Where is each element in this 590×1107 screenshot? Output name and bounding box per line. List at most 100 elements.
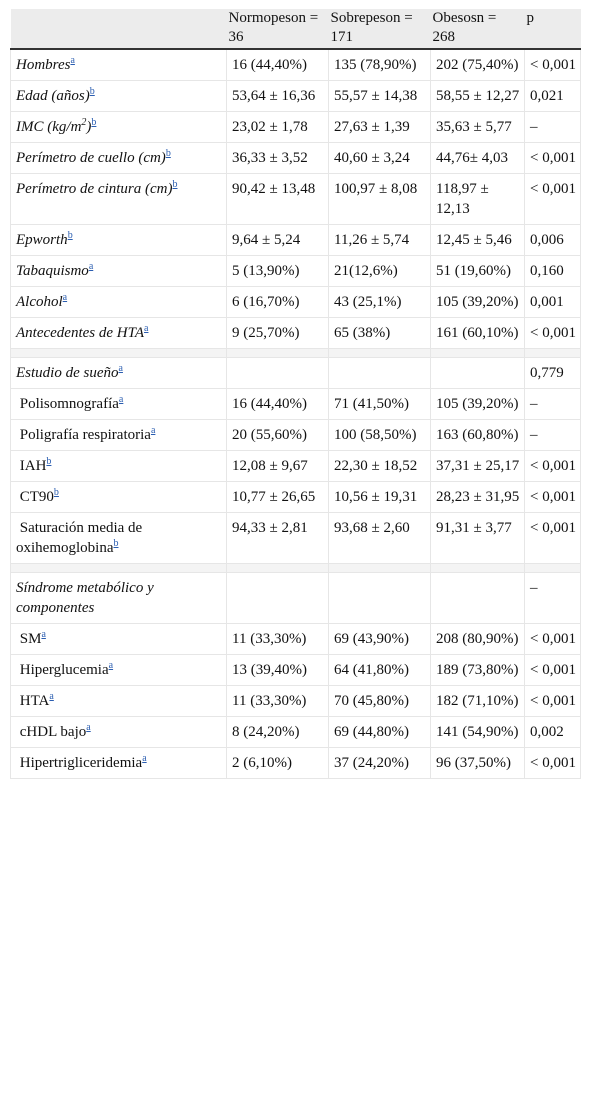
footnote-link[interactable]: b (172, 179, 178, 190)
footnote-link[interactable]: a (88, 261, 94, 272)
footnote-ref: a (89, 261, 93, 272)
footnote-link[interactable]: b (165, 148, 171, 159)
label-text: Edad (años) (16, 88, 90, 104)
table-row: Polisomnografíaa 16 (44,40%) 71 (41,50%) 10… (10, 388, 581, 420)
table-row: Antecedentes de HTAa 9 (25,70%) 65 (38%) 16… (10, 317, 581, 349)
value-cell: 36,33 ± 3,52 (226, 142, 329, 174)
value-cell: 105 (39,20%) (430, 388, 525, 420)
label-text: Tabaquismo (16, 263, 89, 279)
row-label: IMC (kg/m2)b (10, 111, 227, 143)
footnote-link[interactable]: b (53, 487, 59, 498)
table-row: Estudio de sueñoa 0,779 (10, 357, 581, 389)
footnote-link[interactable]: a (62, 292, 68, 303)
p-value: < 0,001 (524, 142, 581, 174)
empty-cell (328, 357, 431, 389)
label-text: Hombres (16, 57, 71, 73)
spacer-cell (524, 348, 581, 358)
table-row: IAHb 12,08 ± 9,67 22,30 ± 18,52 37,31 ± 25,… (10, 450, 581, 482)
row-label: Perímetro de cuello (cm)b (10, 142, 227, 174)
p-value: – (524, 572, 581, 624)
table-row: cHDL bajoa 8 (24,20%) 69 (44,80%) 141 (54,9… (10, 716, 581, 748)
row-label: Epworthb (10, 224, 227, 256)
footnote-link[interactable]: a (49, 691, 54, 702)
value-cell: 189 (73,80%) (430, 654, 525, 686)
spacer-cell (10, 563, 227, 573)
footnote-link[interactable]: a (142, 753, 147, 764)
footnote-link[interactable]: b (46, 456, 52, 467)
p-value: 0,002 (524, 716, 581, 748)
footnote-link[interactable]: a (118, 363, 123, 374)
row-label: Síndrome metabólico y componentes (10, 572, 227, 624)
footnote-ref: b (90, 86, 95, 97)
footnote-ref: a (41, 629, 45, 640)
label-text: Saturación media de oxihemoglobina (16, 520, 143, 556)
label-exponent: 2 (81, 117, 87, 128)
table-row: Poligrafía respiratoriaa 20 (55,60%) 100 (… (10, 419, 581, 451)
value-cell: 35,63 ± 5,77 (430, 111, 525, 143)
p-value: – (524, 419, 581, 451)
table-row: Perímetro de cuello (cm)b 36,33 ± 3,52 40,… (10, 142, 581, 174)
value-cell: 11,26 ± 5,74 (328, 224, 431, 256)
footnote-ref: a (144, 323, 148, 334)
value-cell: 28,23 ± 31,95 (430, 481, 525, 513)
value-cell: 94,33 ± 2,81 (226, 512, 329, 564)
row-label: Perímetro de cintura (cm)b (10, 173, 227, 225)
p-value: 0,779 (524, 357, 581, 389)
value-cell: 16 (44,40%) (226, 388, 329, 420)
table-row: Hombresa 16 (44,40%) 135 (78,90%) 202 (75,4… (10, 48, 581, 81)
label-text: cHDL bajo (19, 724, 87, 740)
footnote-link[interactable]: b (91, 117, 97, 128)
footnote-link[interactable]: b (113, 538, 119, 549)
label-text: Estudio de sueño (16, 365, 119, 381)
table-header: Normopeson = 36 Sobrepeson = 171 Obesosn… (10, 9, 581, 50)
row-label: Polisomnografíaa (10, 388, 227, 420)
footnote-ref: a (142, 753, 146, 764)
value-cell: 93,68 ± 2,60 (328, 512, 431, 564)
footnote-link[interactable]: a (41, 629, 46, 640)
label-text: IMC (kg/m (16, 119, 82, 135)
footnote-link[interactable]: a (118, 394, 124, 405)
value-cell: 163 (60,80%) (430, 419, 525, 451)
value-cell: 10,77 ± 26,65 (226, 481, 329, 513)
p-value: 0,001 (524, 286, 581, 318)
value-cell: 69 (44,80%) (328, 716, 431, 748)
value-cell: 100,97 ± 8,08 (328, 173, 431, 225)
row-label: Alcohola (10, 286, 227, 318)
footnote-link[interactable]: a (150, 425, 156, 436)
footnote-ref: b (46, 456, 51, 467)
value-cell: 12,45 ± 5,46 (430, 224, 525, 256)
footnote-ref: a (63, 292, 67, 303)
footnote-ref: a (119, 394, 123, 405)
row-label: SMa (10, 623, 227, 655)
value-cell: 53,64 ± 16,36 (226, 80, 329, 112)
p-value: 0,006 (524, 224, 581, 256)
value-cell: 21(12,6%) (328, 255, 431, 287)
label-text: CT90 (19, 489, 54, 505)
value-cell: 11 (33,30%) (226, 623, 329, 655)
p-value: 0,160 (524, 255, 581, 287)
row-label: HTAa (10, 685, 227, 717)
spacer-cell (328, 348, 431, 358)
footnote-link[interactable]: b (89, 86, 95, 97)
row-label: Hombresa (10, 48, 227, 81)
row-label: Poligrafía respiratoriaa (10, 419, 227, 451)
value-cell: 135 (78,90%) (328, 48, 431, 81)
label-text-end: ) (86, 119, 92, 135)
footnote-link[interactable]: a (70, 55, 75, 66)
footnote-link[interactable]: b (67, 230, 73, 241)
footnote-ref: a (109, 660, 113, 671)
value-cell: 22,30 ± 18,52 (328, 450, 431, 482)
value-cell: 182 (71,10%) (430, 685, 525, 717)
footnote-link[interactable]: a (86, 722, 91, 733)
p-value: – (524, 111, 581, 143)
footnote-ref: a (49, 691, 53, 702)
footnote-link[interactable]: a (108, 660, 114, 671)
table-row: Alcohola 6 (16,70%) 43 (25,1%) 105 (39,20%)… (10, 286, 581, 318)
empty-cell (226, 357, 329, 389)
footnote-ref: b (91, 117, 96, 128)
footnote-ref: b (166, 148, 171, 159)
footnote-link[interactable]: a (144, 323, 149, 334)
value-cell: 65 (38%) (328, 317, 431, 349)
value-cell: 96 (37,50%) (430, 747, 525, 779)
